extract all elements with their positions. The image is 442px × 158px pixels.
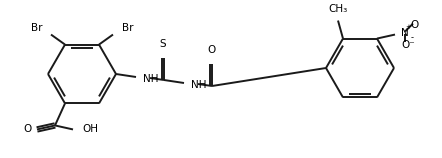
Text: S: S	[160, 39, 166, 49]
Text: O: O	[410, 20, 418, 30]
Text: O⁻: O⁻	[401, 40, 415, 50]
Text: O: O	[24, 125, 32, 134]
Text: Br: Br	[30, 23, 42, 33]
Text: N: N	[401, 27, 409, 38]
Text: OH: OH	[82, 125, 98, 134]
Text: CH₃: CH₃	[328, 4, 347, 14]
Text: +: +	[405, 24, 411, 30]
Text: O: O	[207, 45, 215, 55]
Text: NH: NH	[143, 74, 159, 84]
Text: -: -	[411, 33, 414, 43]
Text: NH: NH	[191, 80, 206, 90]
Text: Br: Br	[122, 23, 133, 33]
